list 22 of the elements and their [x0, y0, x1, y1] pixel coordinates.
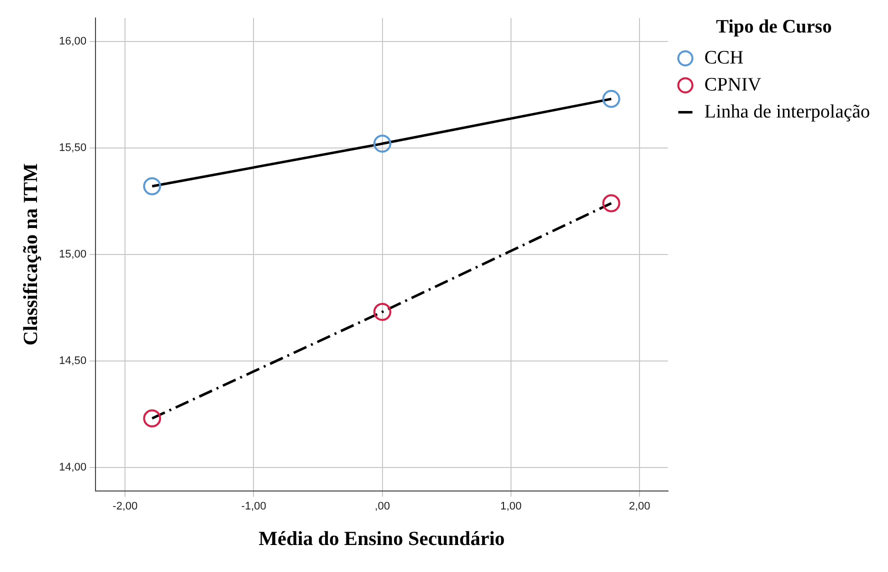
legend-label: Linha de interpolação — [704, 101, 870, 122]
legend-label: CPNIV — [704, 74, 762, 96]
y-tick-label: 14,00 — [58, 461, 87, 474]
point — [373, 134, 392, 153]
point — [143, 409, 162, 428]
x-tick-label: -2,00 — [112, 500, 138, 512]
x-axis-title: Média do Ensino Secundário — [258, 528, 505, 550]
point — [602, 90, 620, 108]
x-tick-label: 1,00 — [500, 500, 522, 512]
y-tick-label: 15,00 — [58, 248, 87, 260]
point — [373, 302, 392, 321]
y-tick-label: 14,50 — [58, 354, 87, 367]
point — [602, 194, 620, 212]
legend-title: Tipo de Curso — [716, 16, 832, 38]
legend-label: CCH — [704, 47, 744, 68]
x-tick-label: 2,00 — [628, 500, 650, 512]
x-tick-label: ,00 — [374, 500, 390, 512]
point — [143, 177, 162, 196]
y-tick-label: 15,50 — [58, 142, 87, 154]
y-axis-title: Classificação na ITM — [20, 163, 42, 346]
y-tick-label: 16,00 — [58, 35, 87, 48]
x-tick-label: -1,00 — [241, 500, 266, 512]
